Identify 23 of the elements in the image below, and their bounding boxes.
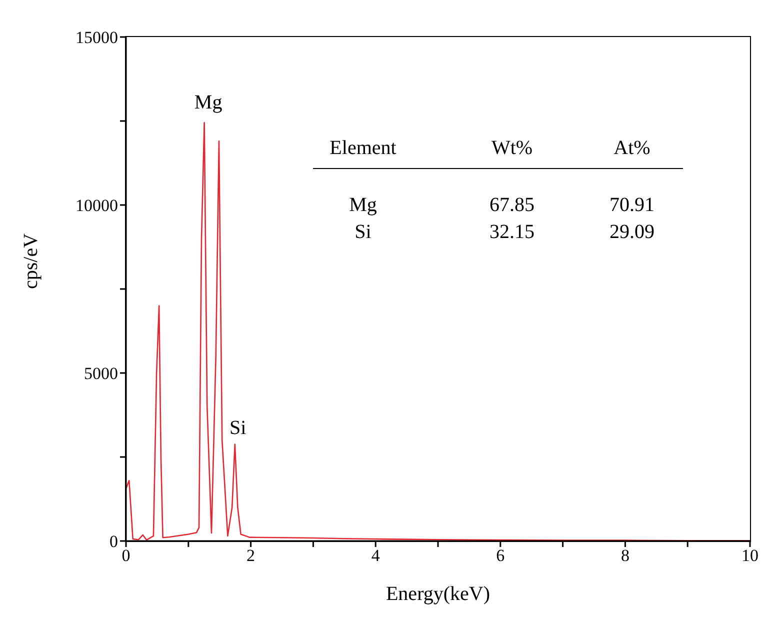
x-tick-label: 2 <box>246 546 256 566</box>
y-axis-title: cps/eV <box>20 232 42 289</box>
annotation: Si <box>230 417 247 440</box>
x-axis-title: Energy(keV) <box>386 583 490 605</box>
annotation: Mg <box>194 92 222 114</box>
annotation: Mg <box>348 193 378 217</box>
y-tick-label: 5000 <box>84 364 118 384</box>
x-tick-label: 4 <box>371 546 380 566</box>
annotation: 29.09 <box>608 220 656 244</box>
y-tick-label: 15000 <box>76 28 118 48</box>
x-tick-label: 10 <box>742 546 758 566</box>
x-tick-label: 8 <box>620 546 630 566</box>
annotation: Si <box>354 220 372 244</box>
annotation: Wt% <box>490 136 534 160</box>
y-tick-label: 0 <box>110 532 118 552</box>
y-tick-label: 10000 <box>76 196 118 216</box>
x-tick-label: 0 <box>122 546 130 566</box>
annotation: 32.15 <box>488 220 536 244</box>
annotation: At% <box>612 136 652 160</box>
x-tick-label: 6 <box>496 546 505 566</box>
annotation: 67.85 <box>488 193 536 217</box>
annotation: 70.91 <box>608 193 656 217</box>
annotation: Element <box>328 136 398 160</box>
